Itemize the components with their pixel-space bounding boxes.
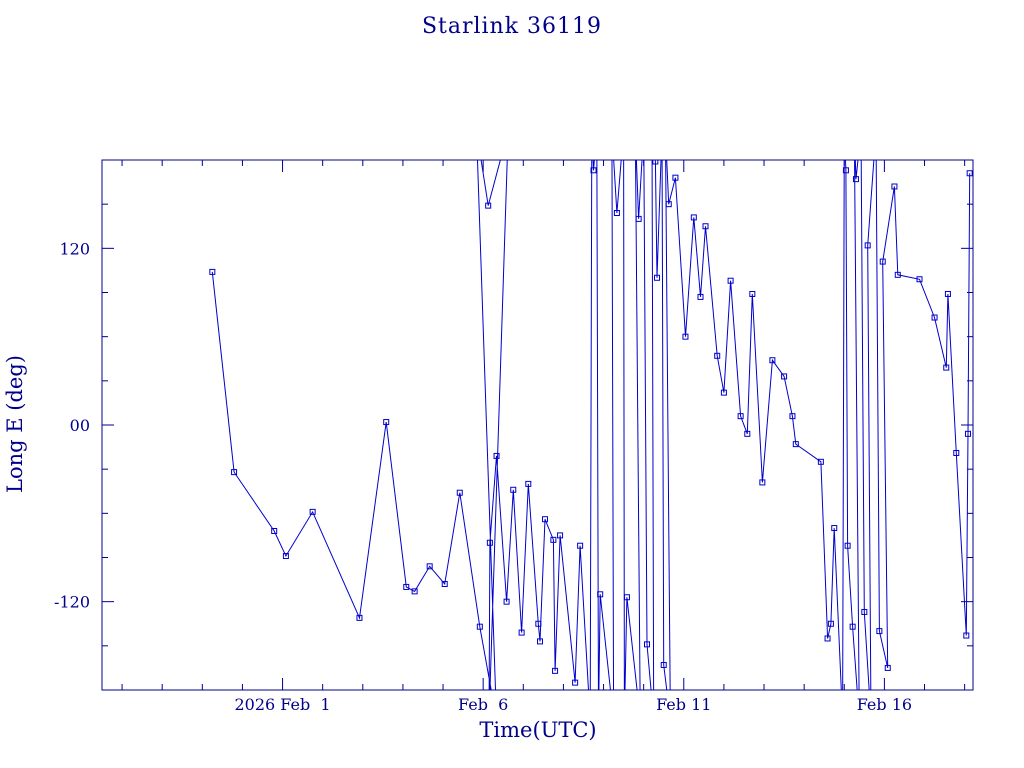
data-point (827, 620, 834, 627)
data-point (876, 628, 883, 635)
data-point (817, 458, 824, 465)
data-point (503, 598, 510, 605)
data-point (552, 667, 559, 674)
data-point (849, 623, 856, 630)
x-axis-label: Time(UTC) (479, 718, 597, 742)
data-point (535, 620, 542, 627)
data-point (931, 314, 938, 321)
data-point (271, 528, 278, 534)
x-tick-label: Feb 16 (857, 695, 912, 714)
y-axis-label: Long E (deg) (3, 355, 27, 493)
data-point (209, 268, 216, 275)
data-point (635, 215, 642, 222)
data-point (714, 352, 721, 359)
data-point (572, 679, 579, 686)
data-point (861, 608, 868, 615)
data-point (792, 441, 799, 448)
data-point (737, 413, 744, 420)
data-point (486, 539, 493, 546)
data-point (550, 536, 557, 543)
data-point (831, 525, 838, 532)
data-point (623, 594, 630, 601)
data-point (613, 210, 620, 216)
data-point (525, 480, 532, 487)
data-point (665, 201, 672, 208)
data-point (441, 581, 448, 587)
data-point (518, 629, 525, 636)
data-point (759, 479, 766, 486)
data-point (476, 623, 483, 630)
data-point (966, 170, 973, 177)
data-point (660, 661, 667, 668)
data-point (383, 419, 390, 426)
data-point (720, 389, 727, 396)
data-point (456, 489, 463, 496)
data-point (682, 333, 689, 340)
data-point (557, 532, 564, 539)
y-tick-label: -120 (54, 593, 90, 612)
data-point (864, 242, 871, 249)
data-point (510, 486, 517, 493)
data-point (702, 223, 709, 230)
data-point (781, 373, 788, 380)
data-point (884, 664, 891, 671)
data-point (537, 638, 544, 645)
data-point (749, 290, 756, 297)
data-point (879, 258, 886, 265)
data-point (542, 516, 549, 523)
data-point (769, 357, 776, 364)
y-tick-label: 00 (70, 416, 90, 435)
chart-title: Starlink 36119 (421, 14, 603, 39)
data-point (943, 364, 950, 371)
data-point (744, 430, 751, 437)
data-point (282, 553, 289, 560)
data-point (697, 293, 704, 300)
x-tick-label: Feb 6 (458, 695, 508, 714)
data-point (590, 167, 597, 174)
x-tick-label: 2026 Feb 1 (235, 695, 331, 714)
data-point (597, 591, 604, 598)
data-point (852, 176, 859, 183)
data-point (690, 214, 697, 221)
data-point (963, 632, 970, 639)
data-point (727, 277, 734, 284)
data-point (644, 641, 651, 648)
data-point (916, 276, 923, 283)
data-point (789, 413, 796, 420)
data-point (577, 542, 584, 549)
data-point (493, 452, 500, 459)
data-point (485, 202, 492, 209)
data-point (672, 174, 679, 181)
data-point (894, 271, 901, 278)
data-point (842, 167, 849, 174)
data-layer (209, 160, 973, 690)
data-point (953, 449, 960, 456)
data-point (964, 430, 971, 437)
data-point (356, 614, 363, 621)
data-point (426, 563, 433, 570)
data-point (411, 588, 418, 595)
data-point (654, 274, 661, 281)
data-point (844, 542, 851, 549)
data-point (309, 508, 316, 515)
data-point (891, 183, 898, 190)
data-point (944, 290, 951, 297)
data-point (824, 635, 831, 642)
x-tick-label: Feb 11 (656, 695, 711, 714)
data-point (652, 160, 659, 165)
data-point (231, 469, 238, 476)
series-line (211, 160, 971, 690)
y-tick-label: 120 (59, 239, 90, 258)
data-point (403, 583, 410, 590)
